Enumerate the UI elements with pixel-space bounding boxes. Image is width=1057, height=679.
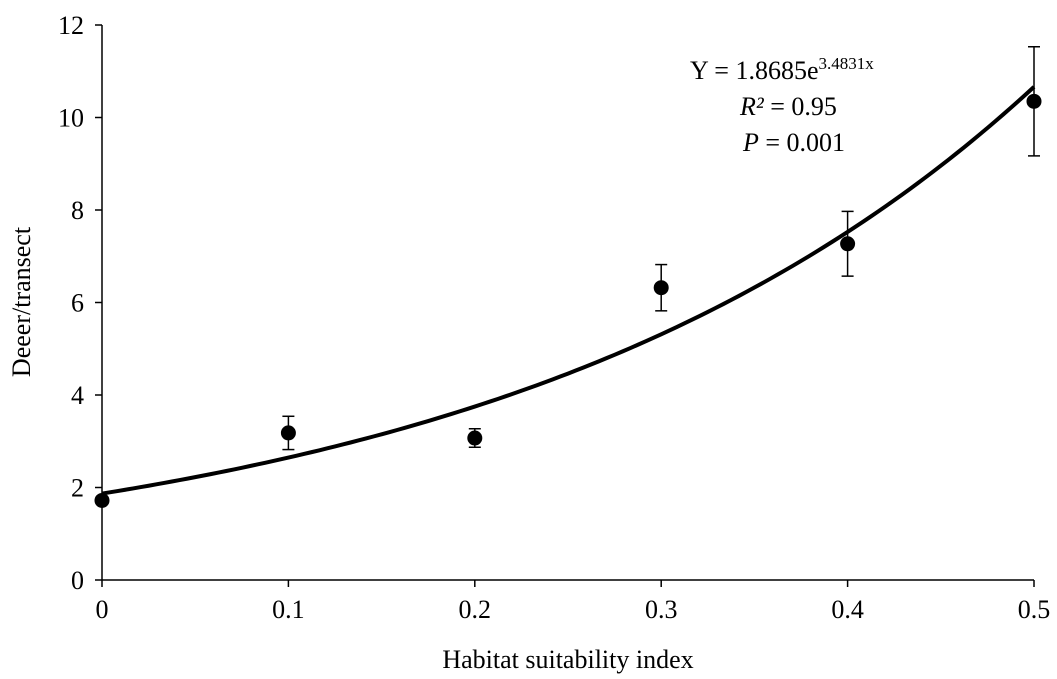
r-squared-value: = 0.95 [764, 92, 837, 121]
y-tick-label: 10 [58, 104, 84, 133]
y-tick-label: 6 [71, 289, 84, 318]
fit-curve [101, 85, 1036, 496]
y-tick-label: 12 [58, 11, 84, 40]
data-point [1026, 93, 1042, 109]
y-tick-label: 2 [71, 474, 84, 503]
y-tick-label: 8 [71, 196, 84, 225]
p-symbol: P [742, 128, 759, 157]
data-point [467, 430, 483, 446]
x-tick-label: 0.5 [1018, 595, 1051, 624]
data-point [840, 236, 856, 252]
fit-annotation: Y = 1.8685e3.4831x R² = 0.95 P = 0.001 [690, 54, 874, 157]
x-axis-title: Habitat suitability index [442, 645, 693, 674]
equation-label: Y = 1.8685e3.4831x [690, 54, 874, 85]
equation-exponent: 3.4831x [819, 54, 875, 73]
data-point [653, 280, 669, 296]
x-tick-label: 0.3 [645, 595, 678, 624]
x-tick-label: 0 [96, 595, 109, 624]
p-value-label: P = 0.001 [742, 128, 845, 157]
data-point [280, 425, 296, 441]
axes [101, 25, 1034, 581]
data-point [94, 492, 110, 508]
y-tick-label: 4 [71, 381, 84, 410]
y-ticks: 0 2 4 6 8 10 12 [58, 11, 102, 595]
r-squared-symbol: R² [739, 92, 765, 121]
x-ticks: 0 0.1 0.2 0.3 0.4 0.5 [96, 580, 1051, 624]
error-bars [282, 45, 1040, 451]
x-tick-label: 0.2 [459, 595, 492, 624]
x-tick-label: 0.4 [831, 595, 864, 624]
y-axis-title: Deeer/transect [7, 226, 36, 377]
equation-base: Y = 1.8685e [690, 56, 819, 85]
p-value: = 0.001 [759, 128, 845, 157]
data-points [94, 93, 1042, 508]
y-tick-label: 0 [71, 566, 84, 595]
r-squared-label: R² = 0.95 [739, 92, 837, 121]
x-tick-label: 0.1 [272, 595, 305, 624]
